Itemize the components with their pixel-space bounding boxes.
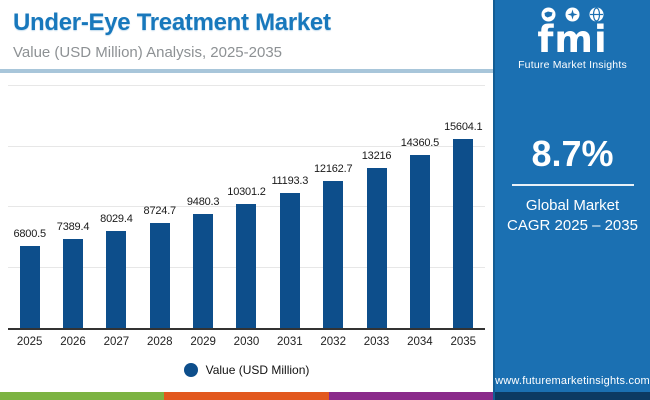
globe-icon	[589, 7, 604, 22]
x-axis-tick-label: 2027	[103, 336, 130, 348]
color-stripe	[329, 392, 493, 400]
cagr-block: 8.7% Global Market CAGR 2025 – 2035	[495, 133, 650, 237]
bar-slot: 13216	[355, 77, 398, 329]
x-axis-labels: 2025 2026 2027 2028 2029 2030 2031 2032 2033 2034…	[8, 336, 485, 348]
gridline	[8, 146, 485, 147]
bar-chart: 6800.5 7389.4 8029.4 8724.7 9480.3 10301.2 111…	[0, 77, 493, 392]
x-axis-tick-label: 2035	[450, 336, 477, 348]
bar-slot: 7389.4	[51, 77, 94, 329]
x-axis-tick-label: 2031	[277, 336, 303, 348]
map-icon	[541, 7, 556, 22]
color-stripe	[164, 392, 329, 400]
bar[interactable]	[149, 223, 170, 329]
x-axis-tick-label: 2033	[363, 336, 390, 348]
legend: Value (USD Million)	[0, 363, 493, 377]
x-axis-tick-label: 2026	[60, 336, 86, 348]
bar[interactable]	[63, 239, 84, 329]
cagr-divider	[511, 184, 634, 186]
bar-value-label: 8724.7	[143, 205, 177, 217]
fmi-logo: fmi Future Market Insights	[495, 7, 650, 71]
bar-value-label: 9480.3	[186, 196, 220, 208]
bar-value-label: 14360.5	[400, 137, 440, 149]
bar-value-label: 8029.4	[100, 213, 133, 225]
sidebar-bottom-strip	[495, 392, 650, 400]
bar[interactable]	[19, 246, 40, 329]
bar-series: 6800.5 7389.4 8029.4 8724.7 9480.3 10301.2 111…	[8, 77, 485, 329]
bar[interactable]	[193, 214, 214, 329]
logo-tagline: Future Market Insights	[518, 59, 627, 72]
bar-slot: 15604.1	[442, 77, 485, 329]
legend-marker-icon	[183, 363, 198, 377]
bottom-color-stripes	[0, 392, 493, 400]
x-axis-tick-label: 2034	[407, 336, 433, 348]
bar-slot: 6800.5	[8, 77, 51, 329]
bar[interactable]	[409, 155, 430, 329]
bar-slot: 11193.3	[268, 77, 311, 329]
legend-label: Value (USD Million)	[205, 363, 310, 377]
bar[interactable]	[236, 204, 257, 329]
gridline	[8, 85, 485, 86]
x-axis-tick-label: 2029	[190, 336, 216, 348]
page-title: Under-Eye Treatment Market	[13, 9, 331, 36]
bar[interactable]	[279, 193, 300, 329]
website-link[interactable]: www.futuremarketinsights.com	[495, 375, 650, 387]
bar-slot: 10301.2	[225, 77, 268, 329]
color-stripe	[0, 392, 164, 400]
bar-slot: 14360.5	[398, 77, 441, 329]
x-axis-tick-label: 2028	[146, 336, 173, 348]
cagr-label-line1: Global Market	[525, 197, 620, 214]
bar[interactable]	[323, 181, 344, 329]
bar-value-label: 6800.5	[13, 228, 46, 240]
x-axis-line	[8, 328, 485, 330]
header: Under-Eye Treatment Market Value (USD Mi…	[0, 0, 493, 73]
bar-slot: 8029.4	[95, 77, 138, 329]
bar[interactable]	[366, 168, 387, 329]
bar-value-label: 13216	[361, 150, 392, 162]
logo-icons	[495, 7, 650, 22]
bar-slot: 9480.3	[181, 77, 224, 329]
bar[interactable]	[453, 139, 474, 329]
logo-text: fmi	[537, 18, 608, 61]
page-subtitle: Value (USD Million) Analysis, 2025-2035	[13, 44, 283, 61]
bar-slot: 12162.7	[312, 77, 355, 329]
bar-value-label: 7389.4	[56, 221, 90, 233]
compass-icon	[565, 7, 580, 22]
cagr-value: 8.7%	[531, 133, 614, 174]
plot-area: 6800.5 7389.4 8029.4 8724.7 9480.3 10301.2 111…	[8, 77, 485, 329]
bar-value-label: 10301.2	[227, 186, 266, 198]
sidebar: fmi Future Market Insights 8.7% Global M…	[493, 0, 650, 400]
cagr-label-line2: CAGR 2025 – 2035	[507, 217, 638, 235]
x-axis-tick-label: 2032	[320, 336, 346, 348]
x-axis-tick-label: 2025	[16, 336, 43, 348]
bar[interactable]	[106, 231, 127, 329]
bar-value-label: 12162.7	[314, 163, 353, 175]
bar-value-label: 15604.1	[444, 121, 483, 133]
bar-slot: 8724.7	[138, 77, 181, 329]
x-axis-tick-label: 2030	[233, 336, 260, 348]
bar-value-label: 11193.3	[271, 175, 309, 187]
